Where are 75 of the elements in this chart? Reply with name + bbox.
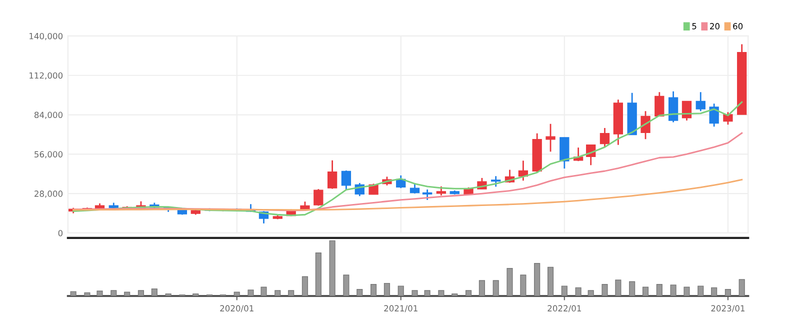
y-tick-label: 0: [58, 230, 63, 236]
bar: [356, 289, 363, 296]
bar: [575, 287, 582, 296]
bar: [165, 293, 172, 296]
candlestick: [560, 136, 570, 170]
bar: [302, 276, 308, 296]
bar: [547, 266, 554, 296]
legend-label: 20: [710, 23, 720, 30]
y-tick-label: 140,000: [30, 32, 63, 40]
candlestick: [422, 188, 432, 201]
bar: [615, 280, 622, 296]
x-tick-label: 2022/01: [548, 305, 581, 312]
bar: [424, 290, 430, 296]
x-tick-label: 2023/01: [711, 305, 745, 312]
y-tick-label: 56,000: [34, 151, 63, 158]
candlestick: [696, 91, 706, 112]
candlestick: [723, 111, 733, 126]
candlestick: [491, 175, 501, 188]
bar: [124, 292, 130, 296]
bar: [711, 287, 718, 296]
bar: [724, 289, 732, 296]
bar: [138, 290, 144, 296]
bar: [274, 290, 281, 296]
bar: [110, 290, 117, 296]
bar: [329, 240, 336, 296]
legend-label: 60: [733, 23, 743, 30]
bar: [384, 282, 390, 296]
bar: [738, 279, 745, 296]
candlestick: [327, 160, 338, 190]
bar: [506, 268, 513, 296]
bar: [398, 286, 404, 296]
bar: [288, 290, 294, 296]
bar: [602, 284, 608, 296]
bar: [96, 290, 103, 296]
bar: [412, 290, 418, 296]
bar: [151, 288, 158, 296]
bar: [478, 280, 486, 296]
bar: [588, 290, 594, 296]
y-tick-label: 28,000: [34, 190, 63, 198]
bar: [520, 274, 526, 296]
bar: [315, 252, 322, 296]
candlestick: [640, 110, 650, 140]
x-tick-label: 2021/01: [384, 305, 418, 312]
candlestick: [436, 186, 446, 196]
y-tick-label: 112,000: [30, 72, 63, 80]
bar: [561, 286, 568, 296]
candlestick: [668, 90, 678, 123]
bar: [670, 284, 676, 296]
bar: [84, 292, 90, 296]
y-tick-label: 84,000: [34, 112, 63, 119]
candlestick: [410, 182, 420, 194]
bar: [248, 290, 254, 296]
x-tick-label: 2020/01: [220, 305, 254, 312]
bar: [684, 286, 690, 296]
bar: [192, 293, 199, 296]
bar: [534, 263, 540, 296]
bar: [642, 286, 649, 296]
bar: [452, 293, 458, 296]
bar: [370, 284, 377, 296]
candlestick: [709, 102, 719, 128]
bar: [438, 290, 444, 296]
candlestick: [314, 188, 324, 206]
candlestick: [600, 127, 610, 148]
bar: [234, 292, 240, 296]
bar: [656, 284, 662, 296]
bar: [492, 280, 499, 296]
bar: [698, 286, 704, 296]
legend-label: 5: [692, 23, 696, 30]
bar: [260, 286, 267, 296]
bar: [343, 274, 350, 296]
bar: [629, 281, 636, 296]
bar: [70, 291, 76, 296]
candlestick: [341, 170, 352, 190]
candlestick: [546, 123, 556, 152]
bar: [465, 290, 472, 296]
